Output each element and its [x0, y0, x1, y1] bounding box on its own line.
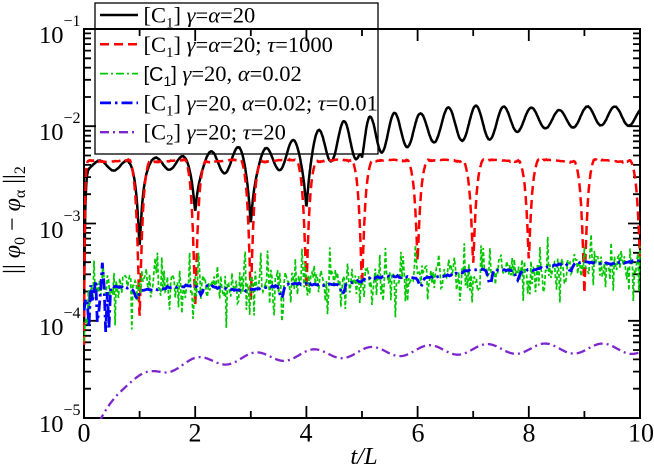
svg-text:t/L: t/L [350, 443, 377, 468]
svg-text:[C1] γ=α=20; τ=1000: [C1] γ=α=20; τ=1000 [144, 32, 333, 61]
svg-text:10: 10 [628, 419, 654, 448]
svg-text:[C1] γ=20, α=0.02; τ=0.01: [C1] γ=20, α=0.02; τ=0.01 [144, 90, 378, 119]
svg-text:8: 8 [523, 419, 536, 448]
svg-text:[C2] γ=20; τ=20: [C2] γ=20; τ=20 [144, 120, 286, 149]
svg-text:[C1] γ=α=20: [C1] γ=α=20 [144, 3, 256, 32]
svg-text:4: 4 [300, 419, 313, 448]
svg-text:6: 6 [412, 419, 425, 448]
svg-text:0: 0 [78, 419, 91, 448]
svg-text:[C1] γ=20, α=0.02: [C1] γ=20, α=0.02 [144, 61, 302, 89]
svg-text:|| φ0 − φα ||2: || φ0 − φα ||2 [0, 166, 29, 274]
svg-text:2: 2 [189, 419, 202, 448]
